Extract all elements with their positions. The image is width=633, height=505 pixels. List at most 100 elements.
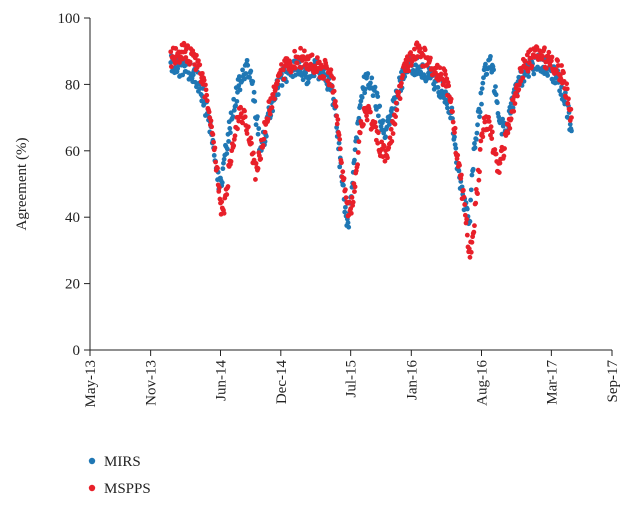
data-point: [219, 199, 225, 205]
data-point: [390, 131, 396, 136]
data-point: [375, 94, 381, 99]
data-point: [546, 49, 552, 55]
y-tick-label: 20: [65, 277, 80, 293]
data-point: [216, 185, 222, 190]
data-point: [543, 65, 549, 71]
data-point: [481, 75, 486, 81]
data-point: [508, 101, 514, 106]
data-point: [486, 118, 492, 124]
data-point: [245, 62, 251, 68]
data-point: [558, 76, 564, 82]
data-point: [168, 49, 174, 55]
data-point: [475, 191, 480, 197]
data-point: [196, 58, 201, 64]
data-point: [381, 143, 387, 149]
data-point: [213, 159, 218, 165]
data-point: [232, 133, 238, 139]
x-tick-label: Sep-17: [605, 360, 621, 403]
data-point: [337, 164, 343, 170]
data-point: [404, 60, 410, 66]
data-point: [564, 86, 570, 92]
data-point: [244, 57, 250, 63]
data-point: [507, 125, 513, 131]
data-point: [446, 83, 452, 89]
data-point: [449, 105, 455, 111]
data-point: [277, 71, 283, 77]
data-point: [569, 115, 574, 120]
data-point: [236, 74, 242, 79]
data-point: [545, 73, 551, 78]
data-point: [408, 50, 414, 55]
data-point: [483, 61, 488, 67]
data-point: [461, 194, 467, 200]
data-point: [438, 71, 444, 77]
legend-marker-mspps: [88, 484, 96, 492]
data-point: [508, 116, 514, 122]
data-point: [542, 45, 547, 51]
data-point: [518, 69, 524, 74]
data-point: [248, 68, 254, 74]
data-point: [227, 130, 233, 136]
data-point: [253, 122, 259, 128]
data-point: [526, 74, 532, 79]
data-point: [462, 212, 468, 218]
data-point: [362, 90, 368, 96]
data-point: [452, 130, 457, 135]
data-point: [462, 202, 468, 207]
data-point: [392, 121, 398, 127]
data-point: [393, 114, 398, 120]
data-point: [477, 147, 483, 152]
data-point: [292, 65, 298, 71]
data-point: [309, 52, 315, 58]
x-tick-label: Jan-16: [404, 360, 420, 400]
data-point: [352, 184, 358, 190]
data-point: [387, 135, 393, 141]
data-point: [350, 199, 356, 205]
data-point: [231, 143, 237, 149]
data-point: [480, 80, 486, 86]
data-point: [467, 254, 473, 260]
data-point: [510, 105, 516, 111]
data-point: [270, 92, 276, 97]
data-point: [408, 62, 414, 68]
data-point: [280, 67, 286, 73]
data-point: [227, 125, 233, 131]
data-point: [343, 195, 349, 201]
data-point: [228, 110, 234, 116]
data-point: [352, 157, 357, 163]
data-point: [537, 48, 542, 54]
data-point: [557, 88, 562, 94]
data-point: [455, 152, 461, 158]
data-point: [203, 82, 208, 88]
data-point: [412, 46, 417, 52]
data-point: [231, 136, 237, 142]
data-point: [190, 72, 196, 78]
data-point: [464, 206, 470, 212]
data-point: [346, 224, 352, 230]
data-point: [443, 97, 449, 103]
data-point: [221, 156, 227, 162]
data-point: [471, 229, 477, 235]
data-point: [249, 140, 254, 146]
data-point: [397, 96, 403, 102]
data-point: [452, 134, 457, 140]
data-point: [549, 54, 555, 60]
data-point: [251, 89, 257, 95]
data-point: [224, 151, 230, 157]
data-point: [247, 75, 252, 80]
data-point: [377, 103, 383, 109]
data-point: [564, 81, 570, 87]
data-point: [301, 48, 307, 54]
data-point: [502, 146, 507, 151]
data-point: [311, 73, 317, 79]
data-point: [566, 96, 571, 102]
data-point: [318, 66, 324, 72]
data-point: [362, 86, 368, 92]
data-point: [255, 166, 261, 171]
data-point: [268, 96, 274, 101]
data-point: [444, 101, 450, 107]
data-point: [237, 87, 243, 93]
data-point: [389, 138, 395, 144]
data-point: [331, 76, 336, 81]
